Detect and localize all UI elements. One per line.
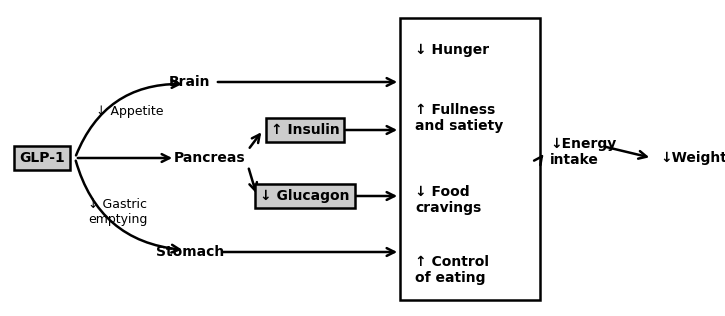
Text: ↓ Hunger: ↓ Hunger [415, 43, 489, 57]
Text: ↓ Gastric
emptying: ↓ Gastric emptying [88, 198, 148, 226]
Text: GLP-1: GLP-1 [19, 151, 65, 165]
Text: ↓Energy
intake: ↓Energy intake [550, 137, 616, 167]
Text: ↑ Insulin: ↑ Insulin [270, 123, 339, 137]
Text: ↑ Fullness
and satiety: ↑ Fullness and satiety [415, 103, 503, 133]
Text: ↓Weight: ↓Weight [660, 151, 725, 165]
Text: Pancreas: Pancreas [174, 151, 246, 165]
Text: Stomach: Stomach [156, 245, 224, 259]
Text: Brain: Brain [169, 75, 211, 89]
Text: ↓ Appetite: ↓ Appetite [96, 106, 164, 118]
Text: ↓ Food
cravings: ↓ Food cravings [415, 185, 481, 215]
Text: ↓ Glucagon: ↓ Glucagon [260, 189, 349, 203]
Bar [400, 18, 540, 300]
Text: ↑ Control
of eating: ↑ Control of eating [415, 255, 489, 285]
